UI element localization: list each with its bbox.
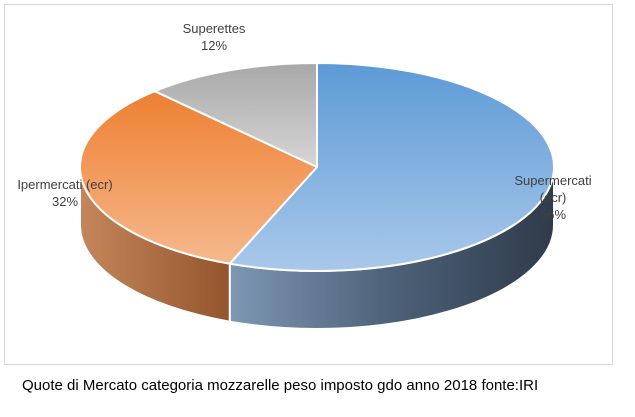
slice-name-0: (ecr): [540, 190, 567, 205]
chart-frame: Supermercati (ecr) 56% Ipermercati (ecr) 32%…: [4, 4, 613, 365]
slice-percent-0: 56%: [540, 207, 566, 222]
slice-percent-2: 12%: [201, 38, 227, 53]
slice-label-2: Superettes 12%: [183, 21, 246, 53]
pie-slice-1: [79, 90, 318, 265]
pie-slice-2: [153, 62, 318, 168]
chart-caption: Quote di Mercato categoria mozzarelle pe…: [22, 377, 539, 394]
slice-label-0: Supermercati (ecr) 56%: [514, 173, 591, 222]
pie-slice-0: [228, 62, 555, 272]
slice-name-2: Superettes: [183, 21, 246, 36]
slice-name-0: Supermercati: [514, 173, 591, 188]
slice-label-1: Ipermercati (ecr) 32%: [17, 177, 112, 209]
slice-name-1: Ipermercati (ecr): [17, 177, 112, 192]
pie-labels: Supermercati (ecr) 56% Ipermercati (ecr) 32%…: [17, 21, 591, 222]
slice-percent-1: 32%: [52, 194, 78, 209]
pie-tops: [79, 62, 555, 272]
pie-chart: Supermercati (ecr) 56% Ipermercati (ecr) 32%…: [17, 21, 592, 331]
